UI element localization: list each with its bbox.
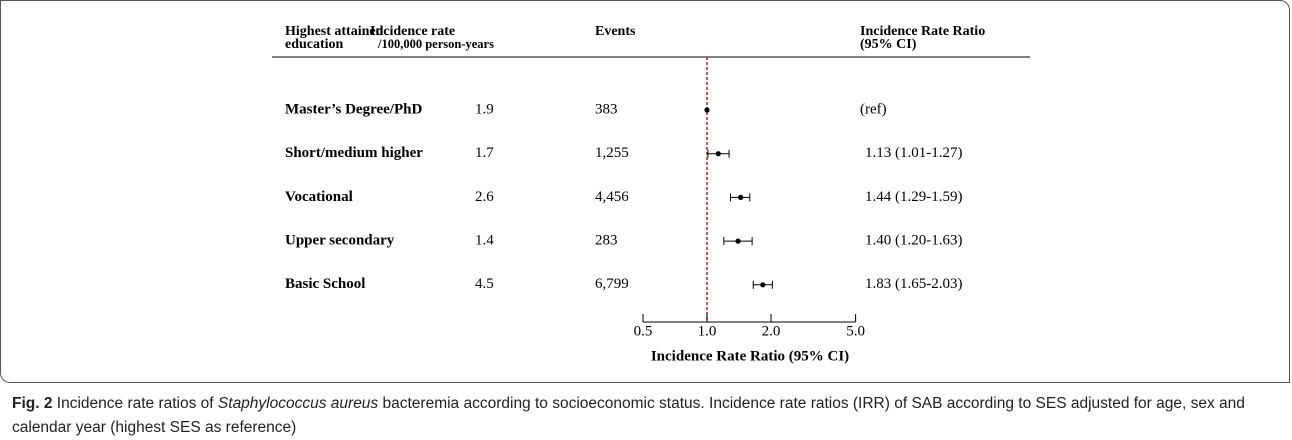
- column-header: Highest attained: [285, 24, 384, 39]
- caption-text: bacteremia according to socioeconomic st…: [12, 395, 1245, 436]
- estimate-point: [738, 194, 744, 200]
- caption: Fig. 2 Incidence rate ratios of Staphylo…: [12, 392, 1282, 440]
- caption-label: Fig. 2: [12, 395, 53, 412]
- incidence-rate: 1.4: [475, 233, 494, 249]
- estimate-point: [715, 151, 721, 157]
- x-axis-label: Incidence Rate Ratio (95% CI): [651, 348, 849, 364]
- column-header: Incidence rate: [370, 24, 455, 39]
- estimate-point: [735, 238, 741, 244]
- incidence-rate: 1.9: [475, 101, 494, 117]
- caption-text: Incidence rate ratios of: [56, 395, 218, 412]
- x-tick-label: 1.0: [698, 323, 717, 339]
- row-label: Upper secondary: [285, 233, 395, 249]
- irr-label: (ref): [860, 101, 887, 117]
- column-header: (95% CI): [860, 37, 917, 52]
- column-header: Incidence Rate Ratio: [860, 24, 985, 39]
- row-label: Basic School: [285, 276, 365, 292]
- column-header: Events: [595, 24, 636, 39]
- events: 283: [595, 233, 618, 249]
- events: 4,456: [595, 189, 629, 205]
- events: 383: [595, 101, 618, 117]
- x-tick-label: 2.0: [762, 323, 781, 339]
- row-label: Master’s Degree/PhD: [285, 101, 422, 117]
- incidence-rate: 4.5: [475, 276, 494, 292]
- irr-label: 1.44 (1.29-1.59): [865, 189, 963, 205]
- incidence-rate: 1.7: [475, 145, 494, 161]
- events: 6,799: [595, 276, 629, 292]
- irr-label: 1.13 (1.01-1.27): [865, 145, 963, 161]
- irr-label: 1.40 (1.20-1.63): [865, 233, 963, 249]
- caption-italic: Staphylococcus aureus: [217, 395, 379, 412]
- irr-label: 1.83 (1.65-2.03): [865, 276, 963, 292]
- estimate-point: [760, 282, 766, 288]
- column-header: education: [285, 37, 344, 52]
- row-label: Vocational: [285, 189, 353, 205]
- estimate-point: [704, 107, 710, 113]
- x-tick-label: 0.5: [634, 323, 653, 339]
- incidence-rate: 2.6: [475, 189, 494, 205]
- figure-box: [0, 0, 1290, 383]
- row-label: Short/medium higher: [285, 145, 423, 161]
- column-header: /100,000 person-years: [377, 37, 494, 51]
- events: 1,255: [595, 145, 629, 161]
- x-tick-label: 5.0: [846, 323, 865, 339]
